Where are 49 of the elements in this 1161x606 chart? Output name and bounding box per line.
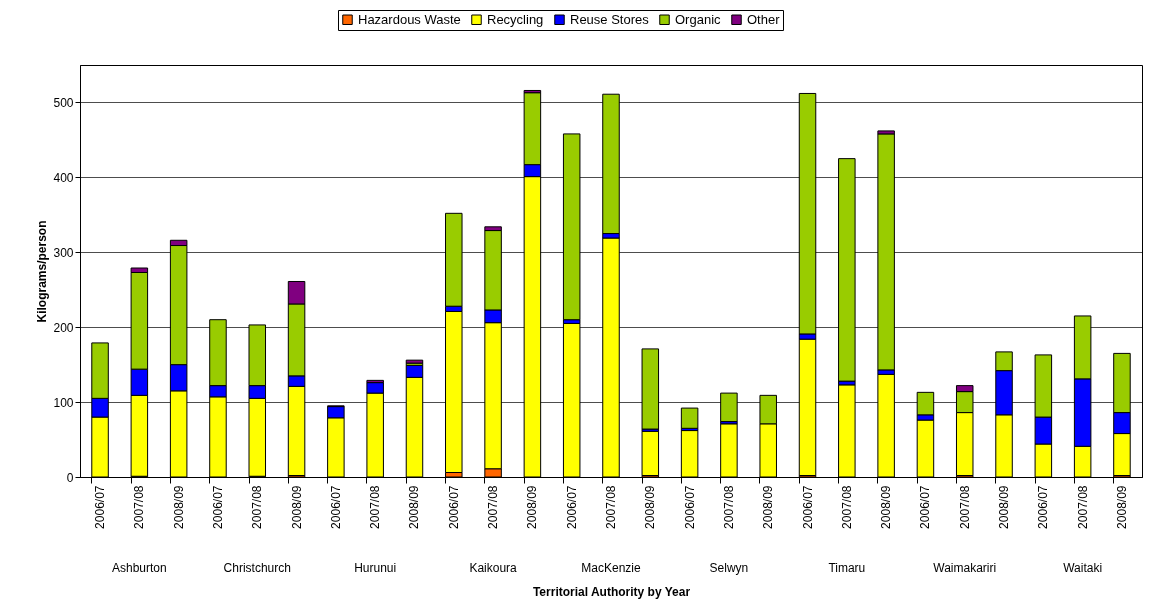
x-tick-label: 2008/09	[171, 485, 186, 529]
x-tick-label: 2006/07	[446, 485, 461, 529]
text: Kaikoura	[469, 561, 518, 575]
y-axis-title: Kilograms/person	[35, 220, 50, 323]
x-tick-label: 2007/08	[132, 485, 147, 529]
x-tick-label: 2007/08	[368, 485, 383, 529]
x-tick-label: 2006/07	[564, 485, 579, 529]
legend-label: Hazardous Waste	[358, 11, 461, 27]
y-tick-label: 300	[53, 245, 74, 260]
text: MacKenzie	[581, 561, 641, 575]
x-tick-label: 2007/08	[1075, 485, 1090, 529]
x-tick-label: 2006/07	[93, 485, 108, 529]
x-tick-label: 2008/09	[1114, 485, 1129, 529]
y-tick-label: 100	[53, 395, 74, 410]
x-tick-label: 2006/07	[918, 485, 933, 529]
x-tick-label: 2008/09	[879, 485, 894, 529]
y-tick-label: 500	[53, 95, 74, 110]
text: Christchurch	[223, 561, 291, 575]
text: Waimakariri	[933, 561, 997, 575]
legend-label: Reuse Stores	[570, 11, 650, 27]
y-tick-label: 0	[66, 470, 74, 485]
y-tick-label: 200	[53, 320, 74, 335]
x-axis-title: Territorial Authority by Year	[532, 584, 691, 599]
legend-label: Recycling	[487, 11, 544, 27]
x-tick-label: 2006/07	[210, 485, 225, 529]
legend-label: Organic	[675, 11, 722, 27]
x-tick-label: 2007/08	[250, 485, 265, 529]
x-tick-label: 2006/07	[800, 485, 815, 529]
x-tick-label: 2008/09	[525, 485, 540, 529]
text: Waitaki	[1063, 561, 1103, 575]
x-tick-label: 2007/08	[604, 485, 618, 529]
text: Timaru	[828, 561, 866, 575]
x-tick-label: 2008/09	[289, 485, 304, 529]
x-tick-label: 2008/09	[643, 485, 658, 529]
x-tick-label: 2007/08	[957, 485, 972, 529]
x-tick-label: 2007/08	[839, 485, 854, 529]
text: Ashburton	[112, 561, 167, 575]
x-tick-label: 2008/09	[997, 485, 1012, 529]
x-tick-label: 2008/09	[407, 485, 422, 529]
x-tick-label: 2006/07	[328, 485, 343, 529]
text: Hurunui	[354, 561, 397, 575]
legend-label: Other	[747, 11, 781, 27]
x-tick-label: 2007/08	[721, 485, 736, 529]
y-tick-label: 400	[53, 170, 74, 185]
x-tick-label: 2008/09	[761, 485, 776, 529]
x-tick-label: 2007/08	[486, 485, 501, 529]
text: Selwyn	[709, 561, 749, 575]
x-tick-label: 2006/07	[1036, 485, 1051, 529]
x-tick-label: 2006/07	[682, 485, 697, 529]
